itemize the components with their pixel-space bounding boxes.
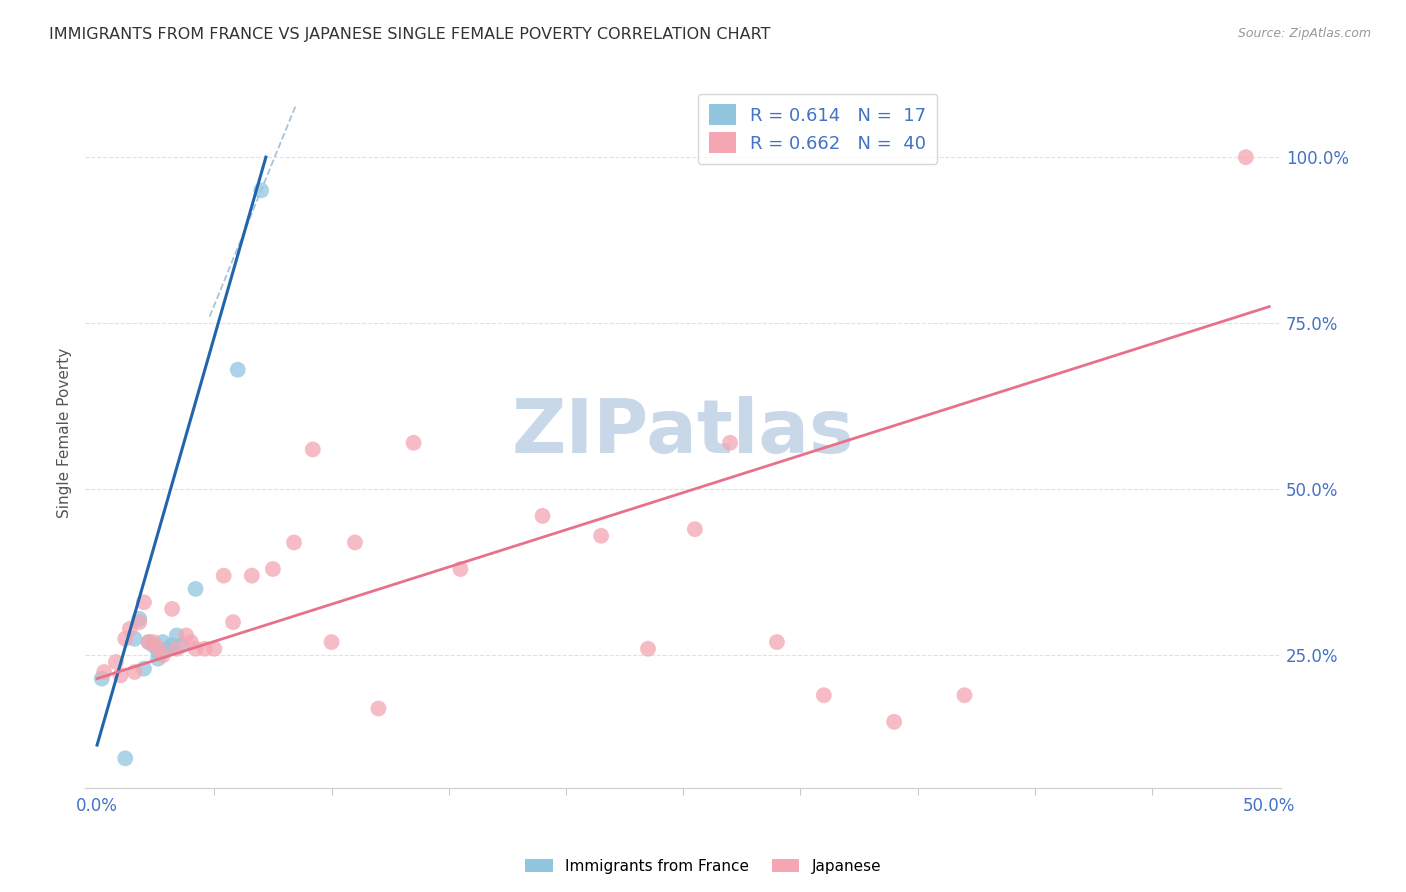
Point xyxy=(240,568,263,582)
Point xyxy=(180,635,202,649)
Point xyxy=(953,688,976,702)
Point xyxy=(142,639,165,653)
Point xyxy=(766,635,789,649)
Text: IMMIGRANTS FROM FRANCE VS JAPANESE SINGLE FEMALE POVERTY CORRELATION CHART: IMMIGRANTS FROM FRANCE VS JAPANESE SINGL… xyxy=(49,27,770,42)
Point xyxy=(212,568,235,582)
Point xyxy=(170,639,193,653)
Point xyxy=(301,442,323,457)
Point xyxy=(90,672,112,686)
Point xyxy=(226,362,249,376)
Point xyxy=(138,635,160,649)
Point xyxy=(591,529,613,543)
Point xyxy=(166,628,188,642)
Point xyxy=(262,562,284,576)
Point xyxy=(449,562,471,576)
Point xyxy=(1234,150,1257,164)
Text: Source: ZipAtlas.com: Source: ZipAtlas.com xyxy=(1237,27,1371,40)
Point xyxy=(146,641,169,656)
Point xyxy=(531,508,554,523)
Point xyxy=(194,641,217,656)
Point xyxy=(883,714,905,729)
Point xyxy=(321,635,343,649)
Point xyxy=(114,751,136,765)
Point xyxy=(222,615,245,629)
Point xyxy=(343,535,366,549)
Point xyxy=(146,645,169,659)
Point xyxy=(152,648,174,663)
Y-axis label: Single Female Poverty: Single Female Poverty xyxy=(58,348,72,518)
Point xyxy=(124,632,146,646)
Text: ZIPatlas: ZIPatlas xyxy=(512,396,855,469)
Point xyxy=(718,435,741,450)
Point xyxy=(142,635,165,649)
Point xyxy=(114,632,136,646)
Legend: Immigrants from France, Japanese: Immigrants from France, Japanese xyxy=(519,853,887,880)
Point xyxy=(174,628,197,642)
Point xyxy=(202,641,225,656)
Point xyxy=(250,183,273,197)
Point xyxy=(128,615,150,629)
Point xyxy=(184,641,207,656)
Point xyxy=(160,639,183,653)
Point xyxy=(138,635,160,649)
Point xyxy=(184,582,207,596)
Point xyxy=(132,662,155,676)
Point xyxy=(367,701,389,715)
Point xyxy=(152,635,174,649)
Point xyxy=(104,655,127,669)
Point xyxy=(118,622,141,636)
Point xyxy=(124,665,146,679)
Point xyxy=(93,665,115,679)
Point xyxy=(132,595,155,609)
Point xyxy=(402,435,425,450)
Point xyxy=(813,688,835,702)
Point xyxy=(160,602,183,616)
Point xyxy=(146,651,169,665)
Point xyxy=(156,641,179,656)
Point xyxy=(110,668,132,682)
Point xyxy=(683,522,706,536)
Point xyxy=(128,612,150,626)
Point xyxy=(283,535,305,549)
Point xyxy=(637,641,659,656)
Legend: R = 0.614   N =  17, R = 0.662   N =  40: R = 0.614 N = 17, R = 0.662 N = 40 xyxy=(697,94,938,164)
Point xyxy=(166,641,188,656)
